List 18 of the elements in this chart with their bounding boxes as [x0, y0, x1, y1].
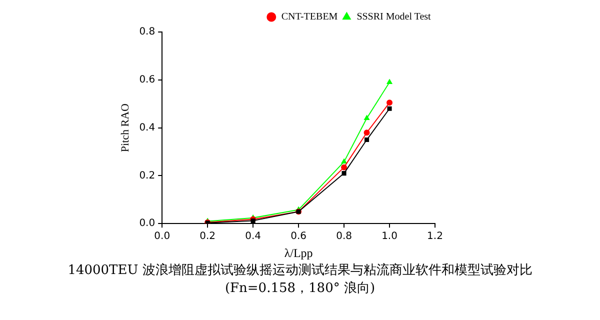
x-tick-label: 0.6	[290, 231, 307, 242]
y-tick-label: 0.0	[139, 218, 156, 230]
x-axis-title: λ/Lpp	[284, 246, 313, 260]
x-tick-label: 1.0	[382, 231, 398, 242]
y-tick-label: 0.6	[139, 74, 156, 86]
y-tick-label: 0.8	[139, 26, 156, 38]
x-tick-label: 1.2	[427, 231, 443, 242]
text: (Fn=0.158，180° 浪向)	[224, 280, 376, 298]
x-tick-label: 0.0	[154, 231, 170, 242]
x-tick-label: 0.4	[245, 231, 262, 242]
text: 14000TEU 波浪增阻虚拟试验纵摇运动测试结果与粘流商业软件和模型试验对比	[66, 262, 534, 280]
legend-label: CNT-TEBEM	[281, 12, 338, 23]
legend-label: SSSRI Model Test	[356, 12, 432, 23]
x-tick-label: 0.8	[336, 231, 352, 242]
y-tick-label: 0.4	[139, 122, 156, 134]
y-axis-title: Pitch RAO	[119, 103, 132, 152]
x-tick-label: 0.2	[200, 231, 216, 242]
y-tick-label: 0.2	[139, 170, 156, 182]
